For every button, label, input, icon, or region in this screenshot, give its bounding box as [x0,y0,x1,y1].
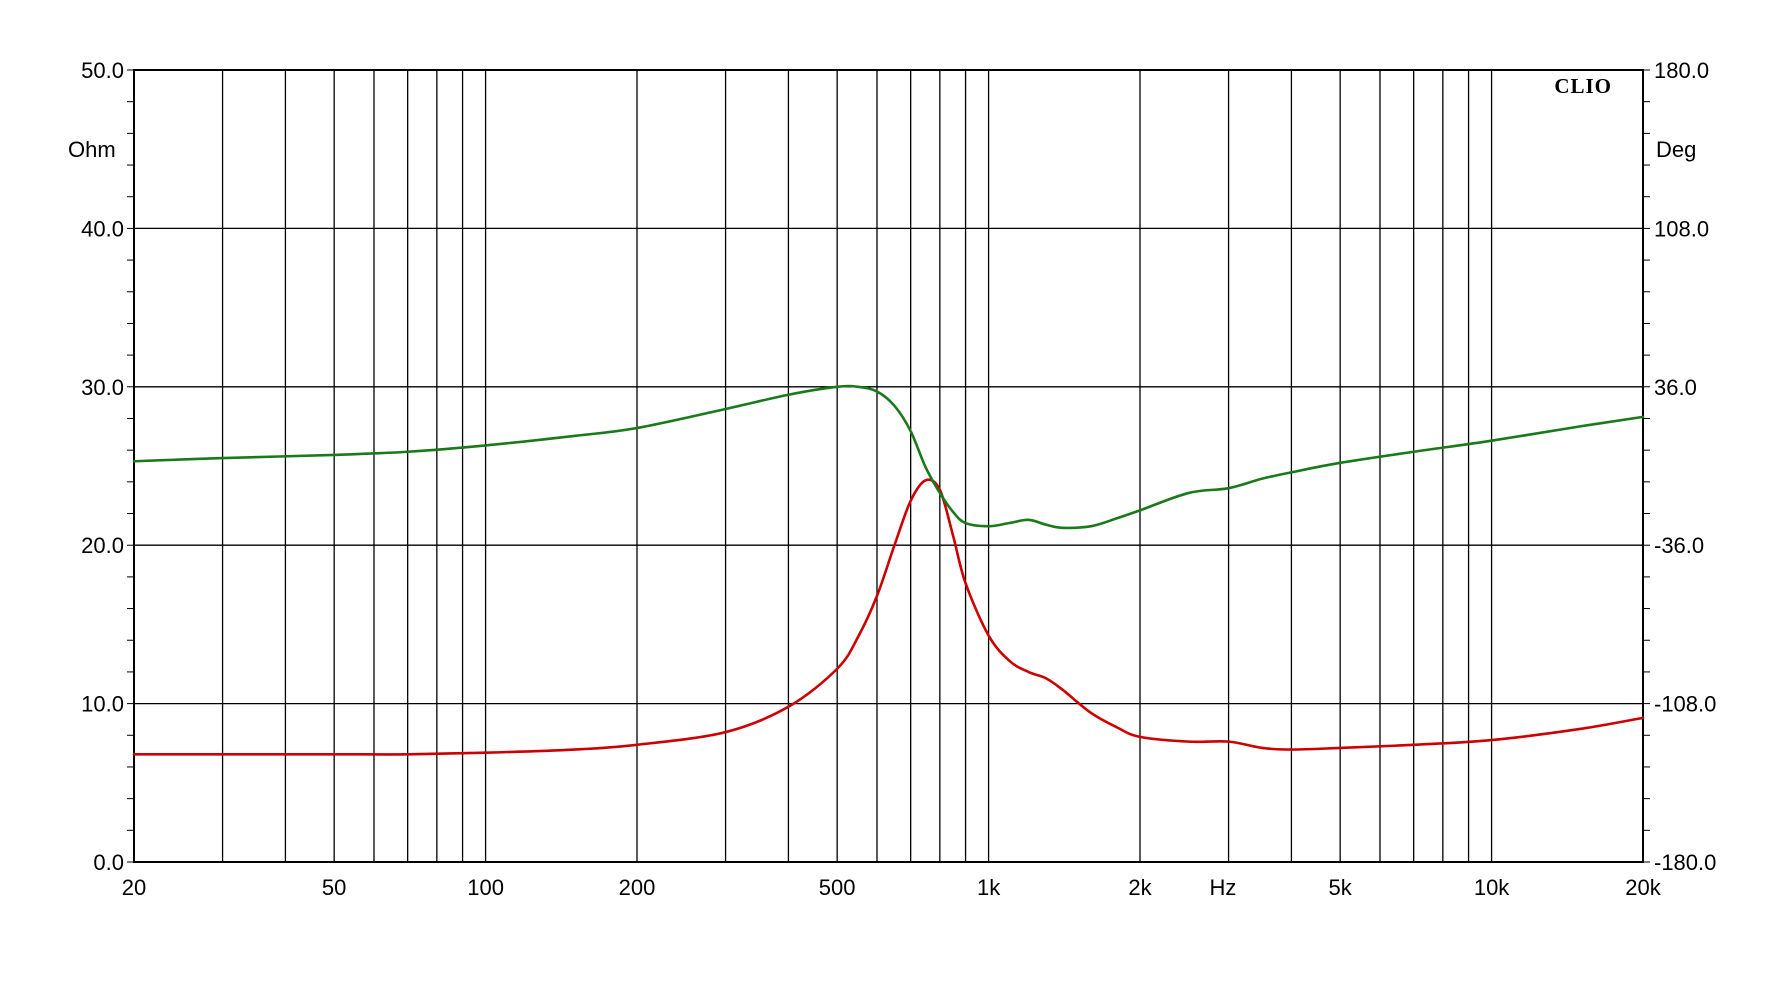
right-unit-label: Deg [1656,137,1696,162]
x-tick-label: 2k [1128,875,1152,900]
left-tick-label: 50.0 [81,58,124,83]
left-tick-label: 10.0 [81,692,124,717]
left-unit-label: Ohm [68,137,116,162]
right-tick-label: 36.0 [1654,375,1697,400]
x-tick-label: 100 [467,875,504,900]
x-tick-label: 5k [1329,875,1353,900]
x-tick-label: 10k [1474,875,1510,900]
tick-labels: 0.0 10.0 20.0 30.0 40.0 50.0 -180.0 -108.0 -36.0… [81,58,1716,900]
x-tick-label: 500 [819,875,856,900]
x-tick-label: 20k [1625,875,1661,900]
grid [134,69,1643,863]
plot-frame [133,69,1644,863]
series-line-red [132,478,1645,756]
x-unit-label: Hz [1210,875,1237,900]
x-tick-label: 200 [619,875,656,900]
right-tick-label: 180.0 [1654,58,1709,83]
axis-minor-ticks [127,69,1650,863]
right-tick-label: -36.0 [1654,533,1704,558]
left-tick-label: 30.0 [81,375,124,400]
x-tick-label: 1k [977,875,1001,900]
clio-brand-label: CLIO [1554,74,1612,98]
right-tick-label: -108.0 [1654,692,1716,717]
right-tick-label: 108.0 [1654,216,1709,241]
series-layer [132,384,1645,756]
left-tick-label: 0.0 [93,850,124,875]
x-tick-label: 20 [122,875,146,900]
series-line-green [132,384,1645,530]
left-tick-label: 20.0 [81,533,124,558]
right-tick-label: -180.0 [1654,850,1716,875]
x-tick-label: 50 [322,875,346,900]
left-tick-label: 40.0 [81,216,124,241]
